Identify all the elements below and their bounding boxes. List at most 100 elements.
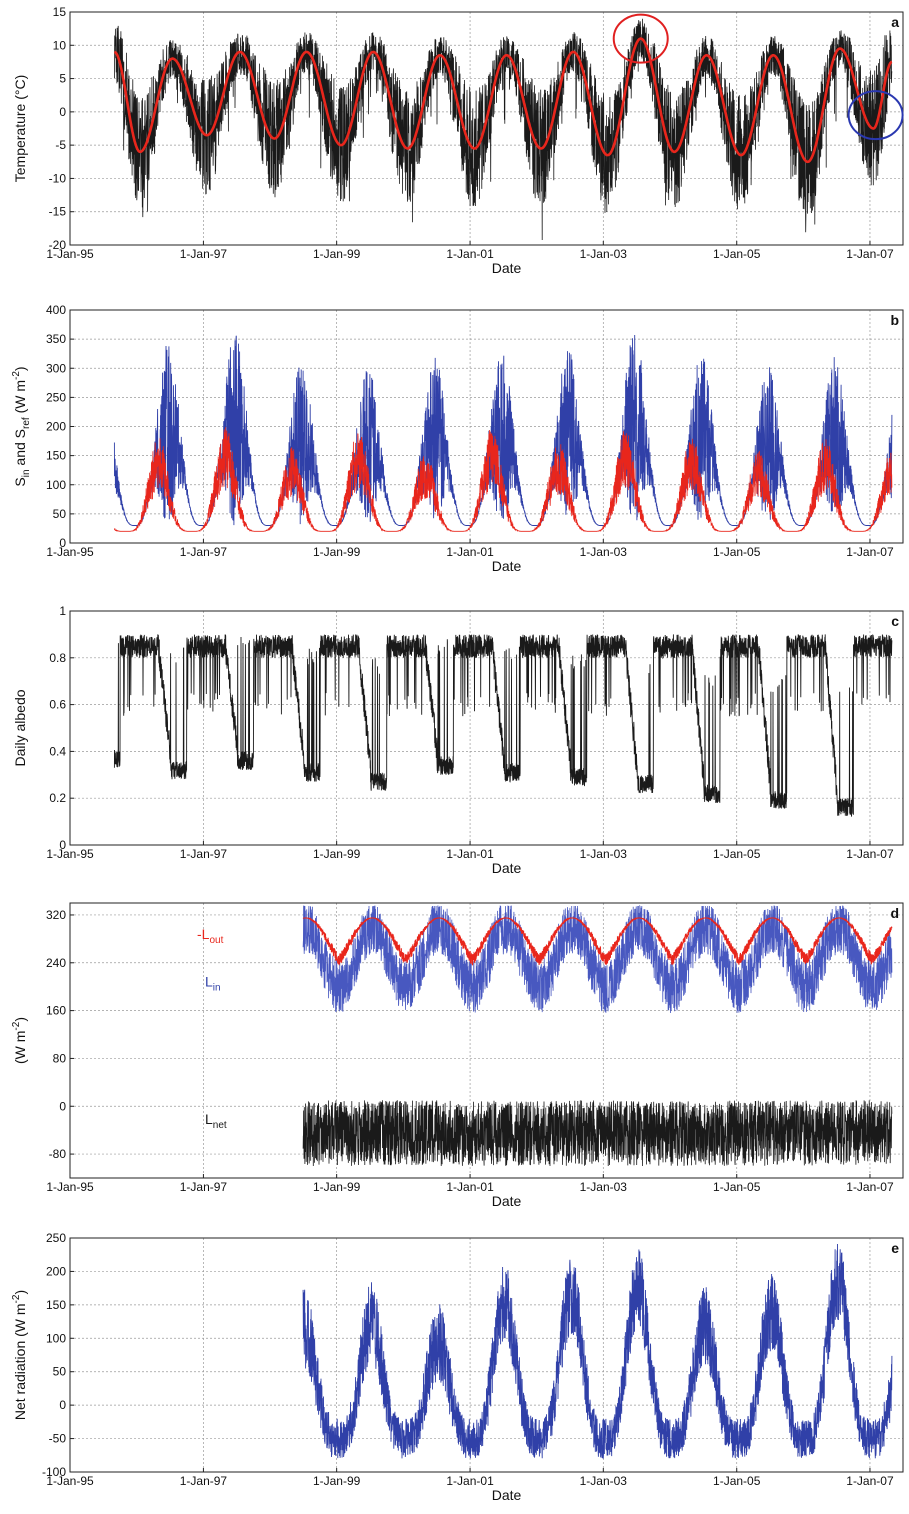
axis-box-a [69, 11, 904, 246]
x-tick-label: 1-Jan-03 [580, 1180, 628, 1194]
series-label-main: L [205, 1111, 213, 1127]
y-axis-label-part: -2 [11, 371, 22, 380]
y-tick-label: -5 [55, 138, 66, 152]
y-tick-label: 100 [46, 478, 66, 492]
series-net-longwave [302, 1100, 893, 1167]
x-tick-label: 1-Jan-97 [180, 545, 228, 559]
y-axis-label: Net radiation (W m-2) [11, 1290, 28, 1420]
x-tick-label: 1-Jan-07 [846, 545, 894, 559]
panel-d: 320 240 160 80 0 -80 1-Jan-95 1-Jan-97 1-Jan-99 1… [11, 902, 904, 1209]
y-tick-label: 400 [46, 303, 66, 317]
series-label-main: L [205, 974, 213, 990]
x-axis-label: Date [492, 558, 522, 574]
y-tick-label: 0.2 [49, 791, 66, 805]
y-tick-label: -100 [42, 1465, 66, 1479]
y-axis-label-part: ) [12, 1017, 28, 1022]
x-axis-label: Date [492, 1487, 522, 1503]
series-label-sub: net [213, 1120, 227, 1131]
panel-b: 400 350 300 250 200 150 100 50 01-Jan-95 1-Jan-97… [11, 303, 904, 574]
series-albedo [113, 634, 893, 817]
y-tick-label: 10 [53, 38, 67, 52]
x-tick-label: 1-Jan-01 [446, 847, 494, 861]
x-tick-label: 1-Jan-03 [580, 545, 628, 559]
x-axis-label: Date [492, 260, 522, 276]
y-axis-label-part: -2 [11, 1021, 22, 1030]
x-tick-label: 1-Jan-07 [846, 1474, 894, 1488]
y-tick-label: 350 [46, 332, 66, 346]
y-axis-label-part: ) [12, 1290, 28, 1295]
y-axis-label-part: ) [12, 366, 28, 371]
series-reflected-shortwave [114, 427, 893, 533]
label-l-net: Lnet [205, 1111, 227, 1131]
y-axis-label: Sin and Sref (W m-2) [11, 366, 32, 486]
x-tick-label: 1-Jan-01 [446, 1474, 494, 1488]
panel-letter: b [890, 312, 899, 328]
y-tick-label: 50 [53, 507, 67, 521]
y-tick-label: 50 [53, 1365, 67, 1379]
x-tick-label: 1-Jan-95 [46, 247, 94, 261]
x-tick-label: 1-Jan-05 [713, 1474, 761, 1488]
y-axis-label-part: S [12, 477, 28, 486]
x-tick-label: 1-Jan-05 [713, 545, 761, 559]
y-tick-label: 1 [59, 604, 66, 618]
y-tick-label: 300 [46, 361, 66, 375]
panel-letter: e [891, 1240, 899, 1256]
series-label-sub: in [213, 983, 221, 994]
y-tick-label: 320 [46, 908, 66, 922]
panel-letter: a [891, 14, 899, 30]
annotation-circle-red [612, 13, 669, 64]
x-tick-label: 1-Jan-05 [713, 247, 761, 261]
y-tick-label: 0 [59, 105, 66, 119]
series-net-radiation [302, 1243, 893, 1459]
x-tick-label: 1-Jan-99 [313, 847, 361, 861]
y-tick-label: -80 [49, 1147, 67, 1161]
x-tick-label: 1-Jan-01 [446, 247, 494, 261]
y-axis-label-part: Net radiation (W m [12, 1303, 28, 1420]
y-axis-label-part: (W m [12, 380, 28, 417]
x-tick-label: 1-Jan-01 [446, 545, 494, 559]
x-axis-label: Date [492, 860, 522, 876]
x-tick-label: 1-Jan-97 [180, 847, 228, 861]
series-smoothed-temperature [113, 37, 893, 164]
y-axis-label-part: in [21, 469, 32, 477]
y-tick-label: 150 [46, 449, 66, 463]
x-tick-label: 1-Jan-05 [713, 1180, 761, 1194]
x-tick-label: 1-Jan-03 [580, 1474, 628, 1488]
x-tick-label: 1-Jan-99 [313, 545, 361, 559]
x-tick-label: 1-Jan-07 [846, 247, 894, 261]
y-tick-label: 5 [59, 72, 66, 86]
y-axis-label: Daily albedo [12, 689, 28, 766]
x-axis-label: Date [492, 1193, 522, 1209]
y-tick-label: 150 [46, 1298, 66, 1312]
y-tick-label: 0 [59, 1099, 66, 1113]
series-label-main: -L [197, 926, 210, 942]
x-tick-label: 1-Jan-05 [713, 847, 761, 861]
x-tick-label: 1-Jan-97 [180, 1474, 228, 1488]
panel-letter: c [891, 613, 899, 629]
series-outgoing-longwave [302, 917, 893, 966]
x-tick-label: 1-Jan-03 [580, 847, 628, 861]
annotation-circle-blue [847, 90, 904, 141]
x-tick-label: 1-Jan-95 [46, 847, 94, 861]
y-tick-label: 80 [53, 1051, 67, 1065]
x-tick-label: 1-Jan-95 [46, 1474, 94, 1488]
y-tick-label: 0 [59, 838, 66, 852]
series-label-sub: out [209, 935, 223, 946]
y-tick-label: 160 [46, 1004, 66, 1018]
y-axis-label-part: and S [12, 429, 28, 469]
grid-b [69, 309, 903, 544]
y-tick-label: 0.6 [49, 698, 66, 712]
label-l-in: Lin [205, 974, 221, 994]
y-tick-label: 0 [59, 1398, 66, 1412]
x-tick-label: 1-Jan-99 [313, 1474, 361, 1488]
axis-box-d [69, 902, 904, 1179]
y-tick-label: 0 [59, 536, 66, 550]
y-axis-label-part: (W m [12, 1031, 28, 1064]
y-tick-label: 200 [46, 1264, 66, 1278]
y-tick-label: 250 [46, 1231, 66, 1245]
x-tick-label: 1-Jan-01 [446, 1180, 494, 1194]
panel-c: 1 0.8 0.6 0.4 0.2 01-Jan-95 1-Jan-97 1-Jan-99 1-… [12, 604, 904, 876]
x-tick-label: 1-Jan-07 [846, 1180, 894, 1194]
